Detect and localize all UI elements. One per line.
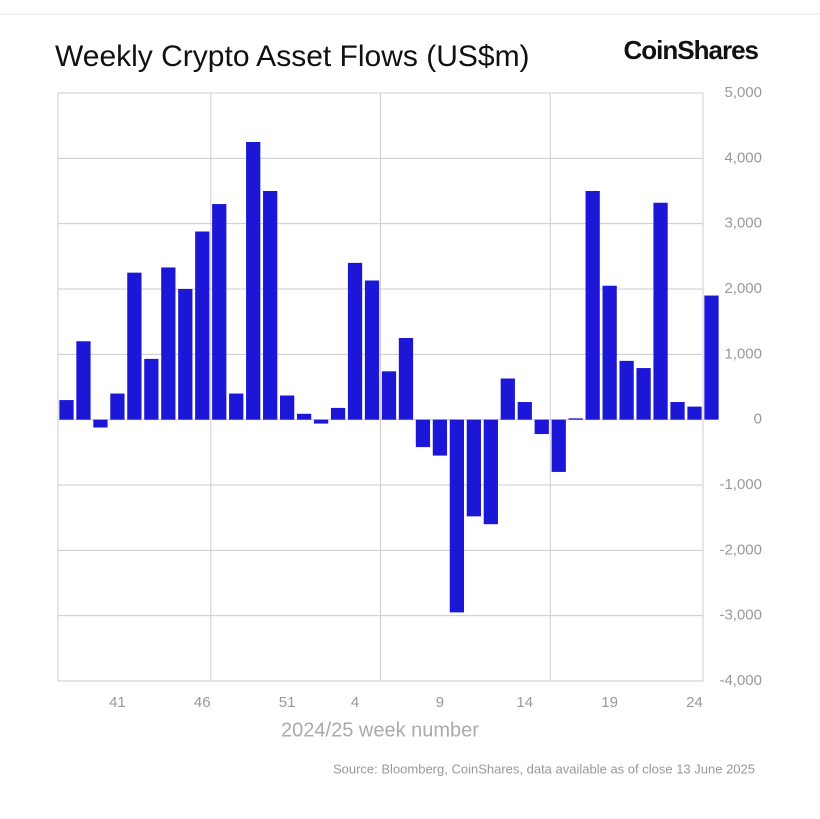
bar	[381, 371, 397, 420]
y-tick-label: 3,000	[724, 215, 762, 232]
bar	[229, 393, 244, 420]
bar	[636, 368, 651, 420]
bar	[296, 413, 312, 420]
x-tick-label: 24	[686, 694, 703, 711]
bar	[619, 360, 634, 420]
bar	[212, 204, 227, 420]
bar	[500, 378, 515, 420]
bar	[246, 142, 261, 420]
y-tick-label: 4,000	[724, 149, 762, 166]
bar	[517, 402, 532, 420]
bar	[585, 191, 600, 420]
x-tick-label: 51	[279, 694, 296, 711]
y-tick-label: -3,000	[719, 607, 762, 624]
x-tick-label: 41	[109, 694, 126, 711]
bar	[178, 289, 193, 420]
bar	[59, 400, 74, 420]
x-tick-label: 46	[194, 694, 211, 711]
bar	[347, 262, 363, 420]
brand-logo: CoinShares	[624, 35, 759, 65]
bar	[93, 419, 108, 428]
bar	[534, 419, 549, 435]
bar	[670, 402, 685, 420]
bar	[483, 419, 498, 525]
bar	[127, 272, 142, 420]
bar	[364, 280, 380, 420]
bar	[144, 358, 159, 420]
bar	[76, 341, 91, 420]
bar	[602, 285, 617, 420]
bar	[398, 338, 414, 420]
bar	[195, 231, 210, 420]
bar	[653, 202, 668, 420]
y-tick-label: 5,000	[724, 84, 762, 101]
bar	[330, 407, 346, 420]
bar	[704, 295, 719, 420]
bar	[687, 406, 702, 420]
bar	[432, 419, 448, 456]
source-note: Source: Bloomberg, CoinShares, data avai…	[333, 761, 755, 776]
bar	[449, 419, 465, 613]
chart-title: Weekly Crypto Asset Flows (US$m)	[55, 40, 530, 73]
y-tick-label: -2,000	[719, 541, 762, 558]
x-tick-label: 14	[516, 694, 533, 711]
bar	[110, 393, 125, 420]
x-tick-label: 9	[436, 694, 444, 711]
bar	[466, 419, 481, 517]
y-tick-label: -1,000	[719, 476, 762, 493]
y-tick-label: 1,000	[724, 345, 762, 362]
bar	[161, 267, 176, 420]
y-tick-label: 0	[754, 411, 762, 428]
bar	[263, 191, 278, 420]
x-tick-label: 4	[351, 694, 359, 711]
x-axis-label: 2024/25 week number	[281, 719, 479, 741]
bar	[551, 419, 566, 472]
bar	[280, 395, 295, 420]
bar	[415, 419, 431, 448]
bar	[568, 418, 583, 420]
y-tick-label: -4,000	[719, 672, 762, 689]
y-tick-label: 2,000	[724, 280, 762, 297]
x-tick-label: 19	[601, 694, 618, 711]
bar	[313, 419, 329, 424]
